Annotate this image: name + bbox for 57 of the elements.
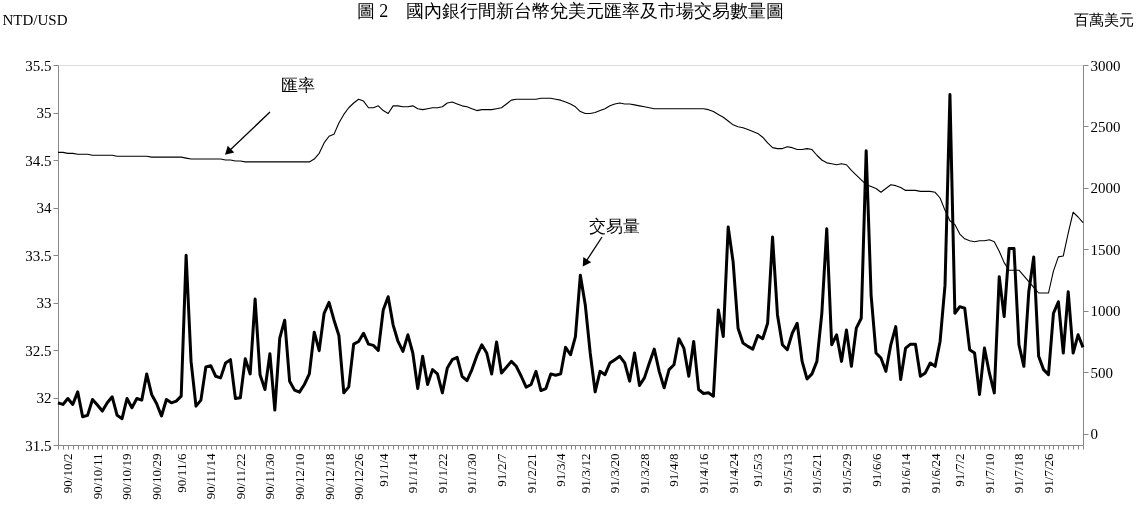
x-tick-label: 91/3/4 xyxy=(553,453,569,487)
y2-tick-label: 1000 xyxy=(1090,303,1121,320)
x-tick-label: 90/11/22 xyxy=(232,453,248,500)
x-tick-label: 91/4/8 xyxy=(666,453,682,487)
text: 交易量 xyxy=(588,217,640,236)
x-tick-label: 91/7/2 xyxy=(952,453,968,487)
y-axis-title: NTD/USD xyxy=(2,11,68,28)
x-tick-label: 91/7/18 xyxy=(1011,453,1027,494)
x-tick-label: 91/3/20 xyxy=(607,453,623,494)
x-tick-label: 90/10/11 xyxy=(89,453,105,500)
x-tick-label: 90/11/14 xyxy=(203,453,219,500)
y-tick-label: 35 xyxy=(36,105,52,121)
x-tick-label: 90/12/26 xyxy=(351,453,367,500)
x-tick-label: 90/11/30 xyxy=(262,453,278,500)
x-tick-label: 91/6/6 xyxy=(868,453,884,487)
y-tick-label: 33.5 xyxy=(25,247,52,264)
x-tick-label: 91/1/22 xyxy=(434,453,450,494)
x-tick-label: 90/10/2 xyxy=(60,453,76,494)
text: 匯率 xyxy=(281,76,315,95)
y2-tick-label: 2000 xyxy=(1090,180,1121,197)
x-tick-label: 90/12/18 xyxy=(321,453,337,500)
line-series xyxy=(56,93,1085,421)
x-tick-label: 91/3/28 xyxy=(636,453,652,494)
x-tick-label: 91/1/4 xyxy=(375,453,391,487)
x-tick-label: 91/6/24 xyxy=(927,453,943,494)
y2-tick-label: 1500 xyxy=(1090,241,1121,258)
x-tick-label: 91/1/14 xyxy=(405,453,421,494)
y2-tick-label: 0 xyxy=(1090,426,1098,443)
x-tick-label: 91/5/3 xyxy=(750,453,766,487)
x-tick-label: 91/4/24 xyxy=(725,453,741,494)
x-tick-label: 91/2/7 xyxy=(494,453,510,487)
y-tick-label: 32.5 xyxy=(25,342,52,359)
y-tick-label: 33 xyxy=(36,295,52,311)
x-tick-label: 90/10/29 xyxy=(149,453,165,500)
x-tick-label: 91/4/16 xyxy=(696,453,712,494)
x-tick-label: 91/6/14 xyxy=(898,453,914,494)
x-tick-label: 91/1/30 xyxy=(464,453,480,494)
y2-tick-label: 2500 xyxy=(1090,118,1121,135)
x-tick-label: 91/5/13 xyxy=(779,453,795,494)
x-tick-label: 91/2/21 xyxy=(523,453,539,494)
x-tick-label: 91/3/12 xyxy=(577,453,593,494)
x-tick-label: 90/12/10 xyxy=(291,453,307,500)
x-tick-label: 90/11/6 xyxy=(173,453,189,493)
y-tick-label: 32 xyxy=(36,390,52,406)
y-tick-label: 34 xyxy=(36,200,52,216)
y2-axis-title: 百萬美元 xyxy=(1073,11,1134,28)
x-tick-label: 91/5/29 xyxy=(838,453,854,494)
y-tick-label: 35.5 xyxy=(25,57,52,74)
y-tick-label: 34.5 xyxy=(25,152,52,169)
y-tick-label: 31.5 xyxy=(25,437,52,454)
y2-tick-label: 3000 xyxy=(1090,57,1121,74)
x-tick-label: 90/10/19 xyxy=(119,453,135,500)
x-tick-label: 91/7/26 xyxy=(1041,453,1056,494)
x-tick-label: 91/5/21 xyxy=(809,453,825,494)
x-tick-label: 91/7/10 xyxy=(981,453,997,494)
y2-tick-label: 500 xyxy=(1090,364,1113,381)
chart-title: 圖 2 國內銀行間新台幣兌美元匯率及市場交易數量圖 xyxy=(356,1,785,21)
